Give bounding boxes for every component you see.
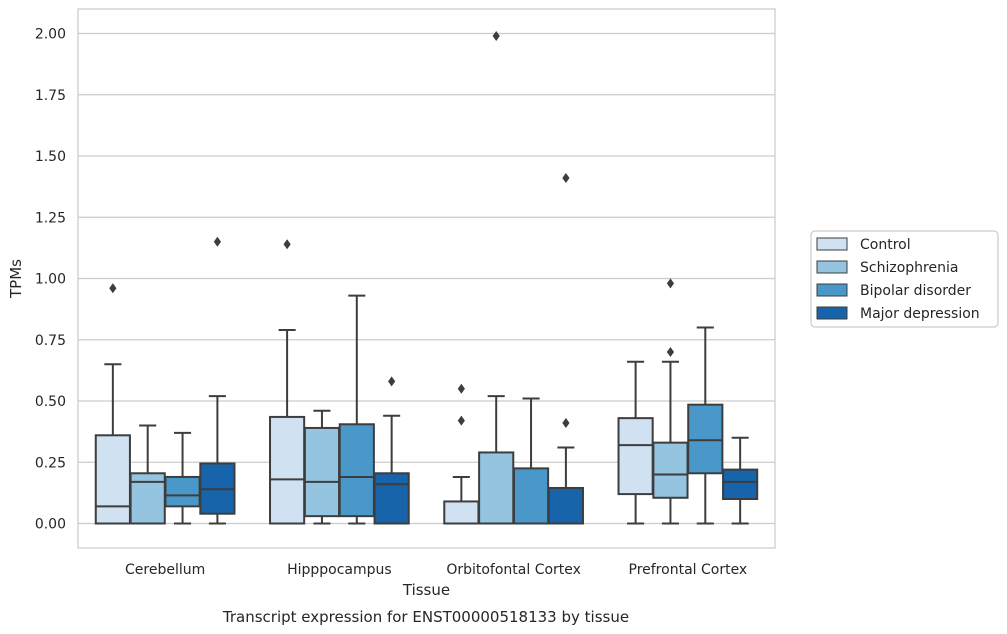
x-tick-label: Orbitofontal Cortex	[446, 562, 581, 578]
box	[617, 417, 654, 496]
outlier-point	[492, 30, 500, 41]
box	[94, 434, 131, 525]
legend-label: Major depression	[860, 306, 980, 322]
outlier-point	[457, 415, 465, 426]
legend-label: Control	[860, 237, 911, 253]
box	[338, 423, 375, 518]
box-2-1	[478, 30, 515, 525]
box-1-2	[338, 294, 375, 525]
outlier-point	[666, 278, 675, 289]
y-tick-label: 1.75	[35, 88, 66, 104]
box-3-3	[722, 436, 759, 525]
box-1-3	[373, 376, 410, 525]
box	[443, 500, 480, 525]
outlier-point	[562, 418, 570, 429]
box-2-3	[547, 173, 584, 525]
box	[303, 426, 341, 518]
box-0-0	[94, 283, 131, 525]
outlier-point	[666, 347, 675, 357]
box	[512, 467, 550, 525]
legend-label: Schizophrenia	[860, 260, 958, 276]
box	[478, 451, 515, 525]
outlier-point	[388, 376, 396, 387]
box	[129, 472, 166, 525]
box-2-0	[443, 383, 480, 525]
y-tick-label: 0.25	[35, 455, 66, 471]
y-tick-label: 0.50	[35, 394, 66, 410]
legend-frame	[810, 230, 999, 328]
box-1-1	[303, 409, 341, 525]
x-tick-label: Hipppocampus	[287, 562, 392, 578]
legend-swatch	[816, 306, 848, 320]
y-tick-label: 1.00	[35, 272, 66, 288]
box-0-3	[199, 236, 236, 525]
box-3-0	[617, 360, 654, 525]
box	[547, 486, 584, 525]
box-1-0	[269, 239, 306, 525]
outlier-point	[562, 173, 570, 184]
outlier-point	[213, 236, 221, 247]
y-tick-labels: 0.00 0.25 0.50 0.75 1.00 1.25 1.50 1.75 2.00	[35, 27, 66, 533]
box-groups	[94, 30, 759, 525]
outlier-point	[283, 239, 291, 250]
figure-caption: Transcript expression for ENST0000051813…	[222, 608, 629, 626]
box	[373, 472, 410, 525]
outlier-point	[457, 383, 465, 394]
x-axis-label: Tissue	[402, 581, 450, 599]
legend-swatch	[816, 283, 848, 297]
legend-label: Bipolar disorder	[860, 283, 971, 299]
x-tick-labels: Cerebellum Hipppocampus Orbitofontal Corte…	[125, 562, 747, 578]
x-tick-label: Cerebellum	[125, 562, 205, 578]
y-tick-label: 1.50	[35, 149, 66, 165]
outlier-point	[109, 283, 117, 294]
box-0-2	[164, 431, 201, 525]
box	[722, 468, 759, 501]
legend-swatch	[816, 260, 848, 274]
y-tick-label: 1.25	[35, 210, 66, 226]
y-tick-label: 0.00	[35, 517, 66, 533]
legend: Control Schizophrenia Bipolar disorder Majo…	[810, 230, 999, 328]
plot-frame	[77, 8, 776, 549]
box-2-2	[512, 397, 550, 525]
y-axis-label: TPMs	[7, 259, 25, 299]
box-0-1	[129, 424, 166, 525]
legend-swatch	[816, 237, 848, 251]
box	[164, 475, 201, 508]
y-tick-label: 2.00	[35, 27, 66, 43]
x-tick-label: Prefrontal Cortex	[629, 562, 748, 578]
box	[687, 403, 724, 475]
box-3-1	[652, 278, 689, 525]
box	[269, 415, 306, 525]
box-3-2	[687, 326, 724, 525]
box	[652, 441, 689, 499]
y-tick-label: 0.75	[35, 333, 66, 349]
gridlines	[78, 32, 775, 525]
